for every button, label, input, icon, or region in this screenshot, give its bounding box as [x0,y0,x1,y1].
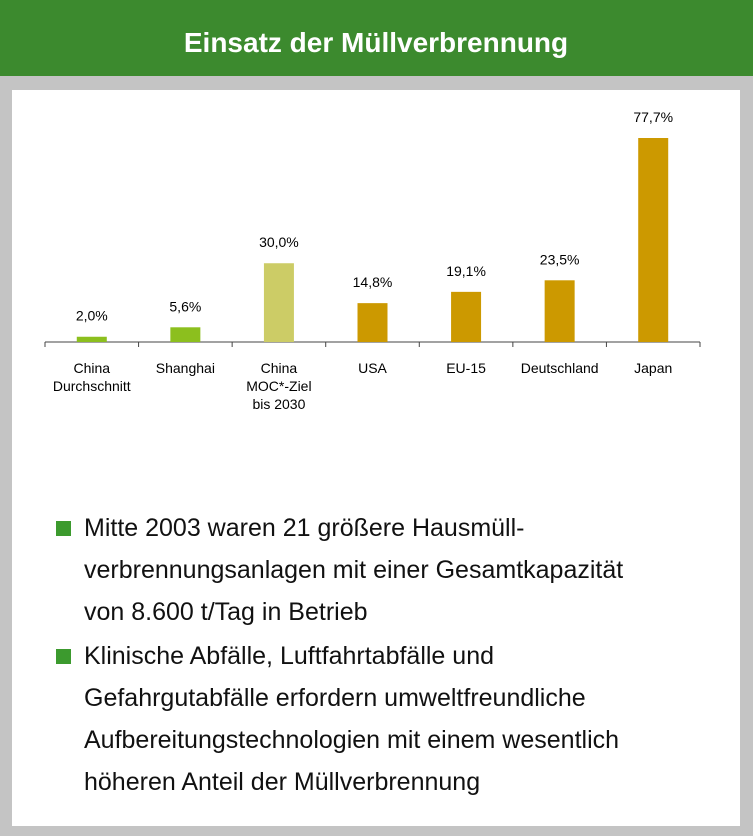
x-tick-label: China MOC*-Ziel bis 2030 [246,360,311,412]
bullet-text: Aufbereitungstechnologien mit einem wese… [84,726,619,754]
bar [76,336,107,342]
value-label: 5,6% [169,298,201,314]
chart-title: Einsatz der Müllverbrennung [184,27,568,58]
x-tick-label: Deutschland [521,360,599,376]
bullet-text: von 8.600 t/Tag in Betrieb [84,598,368,626]
x-tick-label: China Durchschnitt [53,360,131,394]
bar [263,263,294,342]
bar [544,280,575,342]
value-label: 19,1% [446,263,486,279]
bar [451,291,482,342]
x-tick-label: USA [358,360,387,376]
value-label: 2,0% [76,308,108,324]
x-tick-label: Japan [634,360,672,376]
bullet-marker [56,649,71,664]
value-label: 30,0% [259,234,299,250]
bullet-text: verbrennungsanlagen mit einer Gesamtkapa… [84,556,623,584]
bullet-marker [56,521,71,536]
value-label: 14,8% [353,274,393,290]
header-band [0,0,753,76]
bar [357,303,388,342]
value-label: 77,7% [633,109,673,125]
x-tick-label: Shanghai [156,360,215,376]
bullet-text: Mitte 2003 waren 21 größere Hausmüll- [84,514,524,542]
bullet-text: Klinische Abfälle, Luftfahrtabfälle und [84,642,494,670]
value-label: 23,5% [540,251,580,267]
bar [170,327,201,342]
bullet-text: höheren Anteil der Müllverbrennung [84,768,480,796]
bullet-text: Gefahrgutabfälle erfordern umweltfreundl… [84,684,586,712]
bar [638,138,669,342]
content-area [12,90,740,826]
x-tick-label: EU-15 [446,360,486,376]
